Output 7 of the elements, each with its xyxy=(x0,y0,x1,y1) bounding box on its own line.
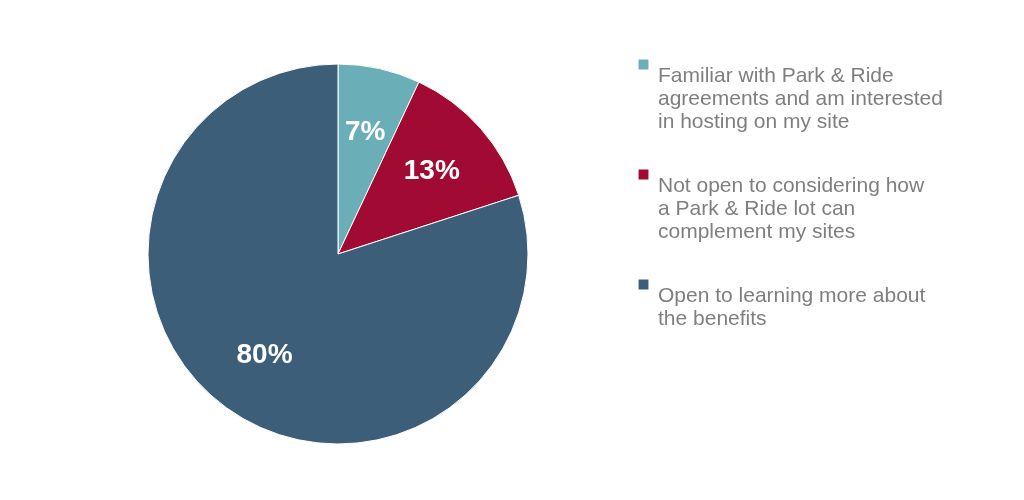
data-label: 80% xyxy=(236,338,293,370)
legend-label: Not open to considering how a Park & Ride lot can complement my sites xyxy=(658,172,926,242)
data-label: 7% xyxy=(345,115,386,147)
pie-slice xyxy=(147,63,529,445)
data-label: 13% xyxy=(403,154,460,186)
legend-label: Open to learning more about the benefits xyxy=(658,282,926,329)
legend-label: Familiar with Park & Ride agreements and am interested in hosting on my site xyxy=(658,62,943,132)
